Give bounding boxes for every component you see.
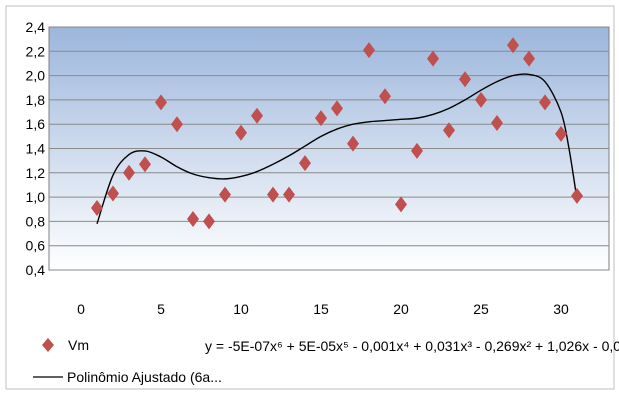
y-tick-label: 2,4 bbox=[26, 19, 46, 35]
y-tick-label: 1,6 bbox=[26, 116, 46, 132]
data-point bbox=[443, 122, 455, 139]
y-tick-label: 0,8 bbox=[26, 213, 46, 229]
data-point bbox=[411, 142, 423, 159]
data-point bbox=[171, 116, 183, 133]
data-point bbox=[395, 196, 407, 213]
trendline-equation: y = -5E-07x⁶ + 5E-05x⁵ - 0,001x⁴ + 0,031… bbox=[205, 338, 619, 354]
legend-label-vm: Vm bbox=[68, 337, 89, 353]
data-point bbox=[251, 107, 263, 124]
trendline bbox=[96, 73, 578, 225]
chart-frame bbox=[5, 5, 615, 390]
gridlines bbox=[49, 26, 609, 271]
y-tick-label: 1,0 bbox=[26, 189, 46, 205]
x-tick-label: 20 bbox=[393, 301, 409, 317]
data-point bbox=[283, 186, 295, 203]
legend-label-trendline: Polinômio Ajustado (6a... bbox=[67, 369, 222, 385]
data-point bbox=[363, 42, 375, 59]
data-point bbox=[555, 125, 567, 142]
y-tick-label: 0,4 bbox=[26, 262, 46, 278]
y-tick-label: 1,8 bbox=[26, 92, 46, 108]
data-point bbox=[107, 185, 119, 202]
data-point bbox=[123, 164, 135, 181]
y-tick-label: 2,0 bbox=[26, 68, 46, 84]
data-point bbox=[347, 135, 359, 152]
data-point bbox=[267, 186, 279, 203]
x-tick-label: 0 bbox=[77, 301, 85, 317]
trendline-group bbox=[96, 73, 578, 225]
data-point bbox=[523, 50, 535, 67]
data-point bbox=[235, 124, 247, 141]
data-point bbox=[203, 213, 215, 230]
data-point bbox=[427, 50, 439, 67]
legend: Vm y = -5E-07x⁶ + 5E-05x⁵ - 0,001x⁴ + 0,… bbox=[33, 337, 619, 385]
data-point bbox=[571, 187, 583, 204]
data-points bbox=[91, 37, 583, 230]
data-point bbox=[187, 210, 199, 227]
x-tick-label: 10 bbox=[233, 301, 249, 317]
data-point bbox=[379, 88, 391, 105]
data-point bbox=[91, 200, 103, 217]
x-tick-label: 30 bbox=[553, 301, 569, 317]
y-axis-ticks: 0,4 0,6 0,8 1,0 1,2 1,4 1,6 1,8 2,0 2,2 2,4 bbox=[26, 19, 46, 278]
y-tick-label: 1,4 bbox=[26, 141, 46, 157]
data-point bbox=[139, 156, 151, 173]
x-tick-label: 5 bbox=[157, 301, 165, 317]
data-point bbox=[299, 155, 311, 172]
x-tick-label: 25 bbox=[473, 301, 489, 317]
data-point bbox=[459, 71, 471, 88]
data-point bbox=[539, 94, 551, 111]
data-point bbox=[491, 114, 503, 131]
data-point bbox=[331, 100, 343, 117]
data-point bbox=[219, 186, 231, 203]
x-tick-label: 15 bbox=[313, 301, 329, 317]
y-tick-label: 0,6 bbox=[26, 238, 46, 254]
data-point bbox=[155, 94, 167, 111]
y-tick-label: 2,2 bbox=[26, 43, 46, 59]
data-point bbox=[315, 110, 327, 127]
x-axis-ticks: 0 5 10 15 20 25 30 bbox=[77, 301, 569, 317]
data-point bbox=[475, 91, 487, 108]
legend-marker-vm bbox=[42, 338, 54, 352]
y-tick-label: 1,2 bbox=[26, 165, 46, 181]
data-point bbox=[507, 37, 519, 54]
